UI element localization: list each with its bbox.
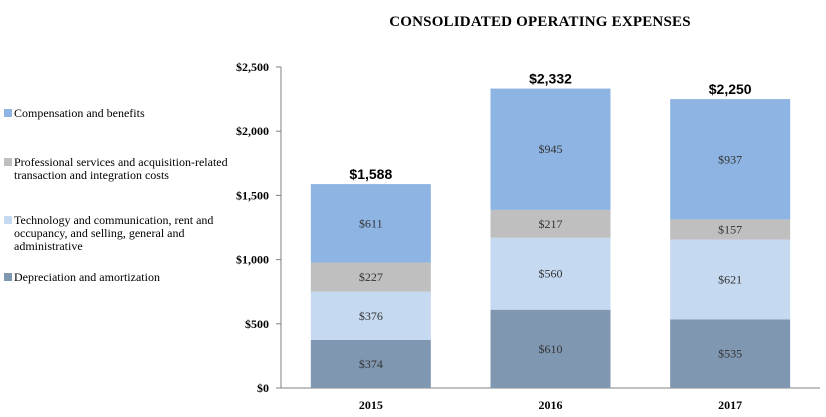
bar-segment-2015-compensation-and-benefit — [310, 184, 431, 263]
x-tick-label-2015: 2015 — [359, 398, 383, 412]
legend-swatch-compensation — [4, 109, 12, 117]
y-tick-label: $1,000 — [236, 253, 269, 267]
legend-item-technology: Technology and communication, rent and o… — [2, 214, 230, 253]
bar-segment-2015-technology-and-communica — [310, 291, 431, 340]
total-label-2015: $1,588 — [349, 166, 392, 182]
data-label-2017: $535 — [718, 347, 742, 361]
data-label-2016: $610 — [539, 342, 563, 356]
data-label-2017: $621 — [718, 272, 742, 286]
data-label-2015: $611 — [359, 216, 383, 230]
x-tick-label-2017: 2017 — [718, 398, 742, 412]
y-tick-label: $500 — [245, 317, 269, 331]
legend-label-compensation: Compensation and benefits — [14, 106, 145, 120]
bar-segment-2015-professional-services-an — [310, 262, 431, 292]
y-tick-label: $2,500 — [236, 60, 269, 74]
bar-segment-2015-depreciation-and-amortiz — [310, 339, 431, 388]
legend-label-professional-services: Professional services and acquisition-re… — [14, 155, 228, 182]
bar-segment-2016-compensation-and-benefit — [490, 88, 611, 210]
legend-item-professional-services: Professional services and acquisition-re… — [2, 156, 230, 182]
data-label-2017: $937 — [718, 152, 742, 166]
legend-label-depreciation: Depreciation and amortization — [14, 270, 160, 284]
data-label-2017: $157 — [718, 222, 742, 236]
legend-item-depreciation: Depreciation and amortization — [2, 271, 230, 284]
data-label-2016: $217 — [539, 217, 563, 231]
legend-swatch-technology — [4, 216, 12, 224]
legend-label-technology: Technology and communication, rent and o… — [14, 213, 214, 253]
bar-segment-2016-technology-and-communica — [490, 237, 611, 310]
data-label-2015: $374 — [359, 357, 383, 371]
legend-swatch-depreciation — [4, 273, 12, 281]
bar-segment-2017-professional-services-an — [670, 219, 791, 240]
bar-segment-2017-compensation-and-benefit — [670, 99, 791, 220]
chart-title: CONSOLIDATED OPERATING EXPENSES — [389, 14, 691, 30]
data-label-2016: $945 — [539, 142, 563, 156]
total-label-2017: $2,250 — [709, 81, 752, 97]
y-tick-label: $0 — [257, 381, 269, 395]
data-label-2016: $560 — [539, 267, 563, 281]
y-tick-label: $1,500 — [236, 188, 269, 202]
y-tick-label: $2,000 — [236, 124, 269, 138]
bar-segment-2016-professional-services-an — [490, 209, 611, 238]
x-tick-label-2016: 2016 — [539, 398, 563, 412]
bar-segment-2016-depreciation-and-amortiz — [490, 309, 611, 388]
data-label-2015: $227 — [359, 270, 383, 284]
total-label-2016: $2,332 — [529, 71, 572, 87]
bar-segment-2017-depreciation-and-amortiz — [670, 319, 791, 388]
legend-item-compensation: Compensation and benefits — [2, 107, 230, 120]
bar-segment-2017-technology-and-communica — [670, 239, 791, 320]
data-label-2015: $376 — [359, 309, 383, 323]
legend-swatch-professional-services — [4, 158, 12, 166]
